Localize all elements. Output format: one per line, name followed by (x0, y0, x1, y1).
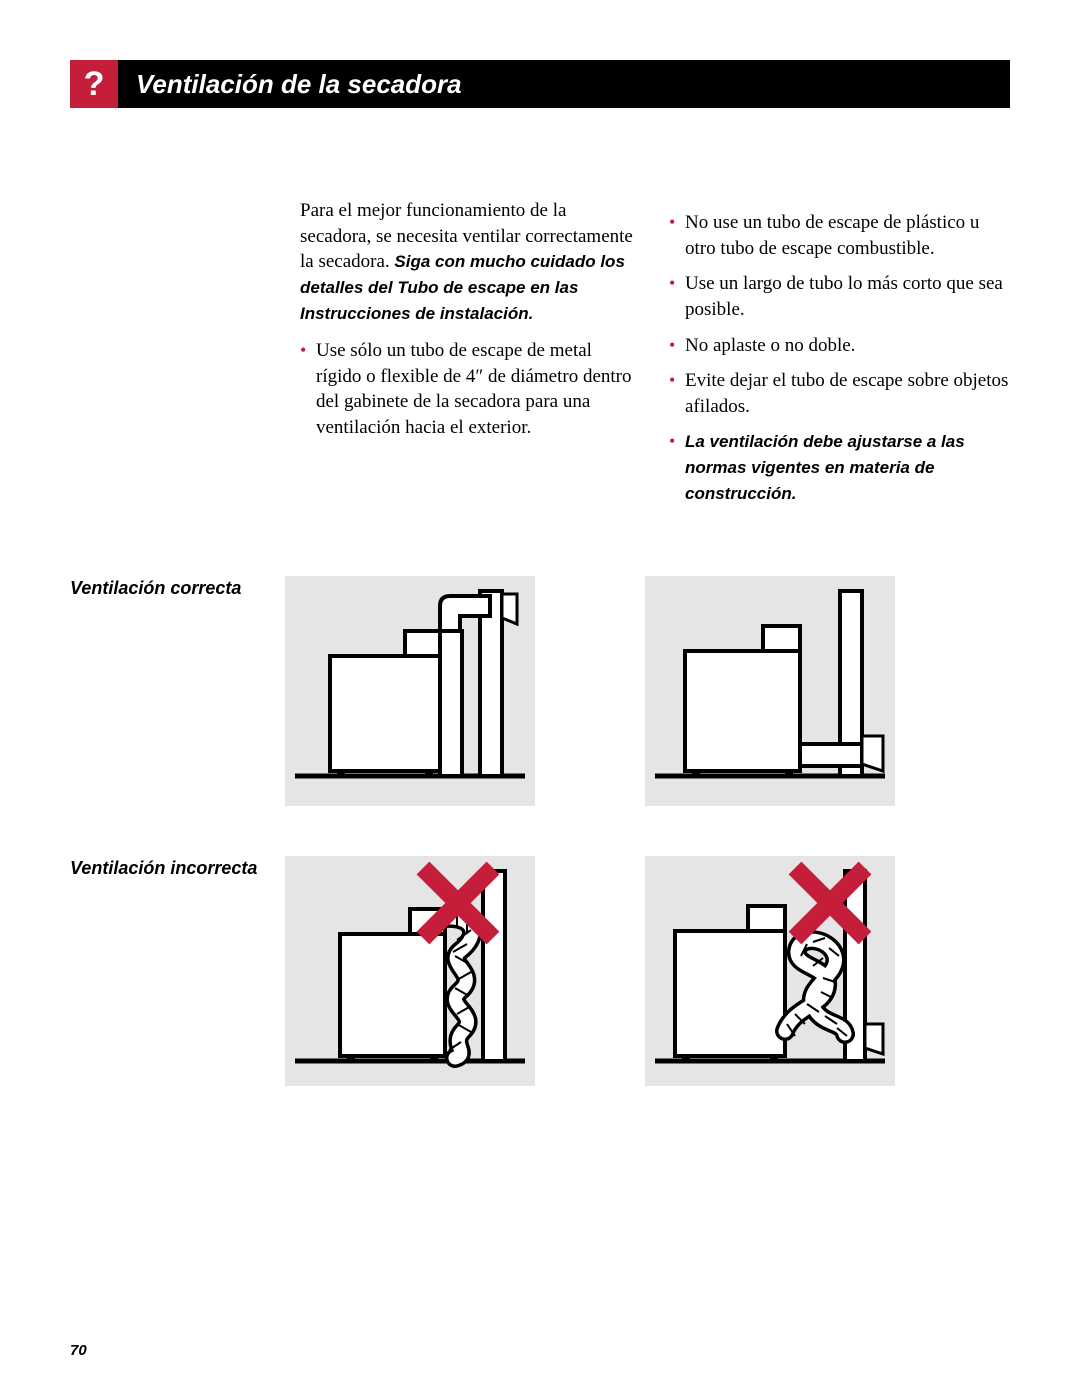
diagram-correct-2 (645, 576, 895, 806)
page-header: ? Ventilación de la secadora (70, 60, 1010, 108)
bullet-item: No aplaste o no doble. (669, 333, 1010, 359)
bullet-item: Evite dejar el tubo de escape sobre obje… (669, 368, 1010, 419)
correct-label: Ventilación correcta (70, 576, 285, 599)
correct-diagrams (285, 576, 895, 806)
incorrect-section: Ventilación incorrecta (70, 856, 1010, 1086)
bullet-item: Use sólo un tubo de escape de metal rígi… (300, 338, 641, 441)
incorrect-label: Ventilación incorrecta (70, 856, 285, 879)
bullet-item: No use un tubo de escape de plástico u o… (669, 210, 1010, 261)
diagram-correct-1 (285, 576, 535, 806)
bullet-item: Use un largo de tubo lo más corto que se… (669, 271, 1010, 322)
diagram-incorrect-1 (285, 856, 535, 1086)
intro-paragraph: Para el mejor funcionamiento de la secad… (300, 198, 641, 326)
bullet-item: La ventilación debe ajustarse a las norm… (669, 429, 1010, 506)
page-number: 70 (70, 1342, 87, 1359)
right-bullets: No use un tubo de escape de plástico u o… (669, 210, 1010, 506)
page-title: Ventilación de la secadora (118, 60, 1010, 108)
diagram-incorrect-2 (645, 856, 895, 1086)
right-column: No use un tubo de escape de plástico u o… (669, 198, 1010, 516)
body-text: Para el mejor funcionamiento de la secad… (300, 198, 1010, 516)
left-column: Para el mejor funcionamiento de la secad… (300, 198, 641, 516)
question-icon: ? (70, 60, 118, 108)
bullet-bold: La ventilación debe ajustarse a las norm… (685, 432, 965, 502)
incorrect-diagrams (285, 856, 895, 1086)
correct-section: Ventilación correcta (70, 576, 1010, 806)
left-bullets: Use sólo un tubo de escape de metal rígi… (300, 338, 641, 441)
